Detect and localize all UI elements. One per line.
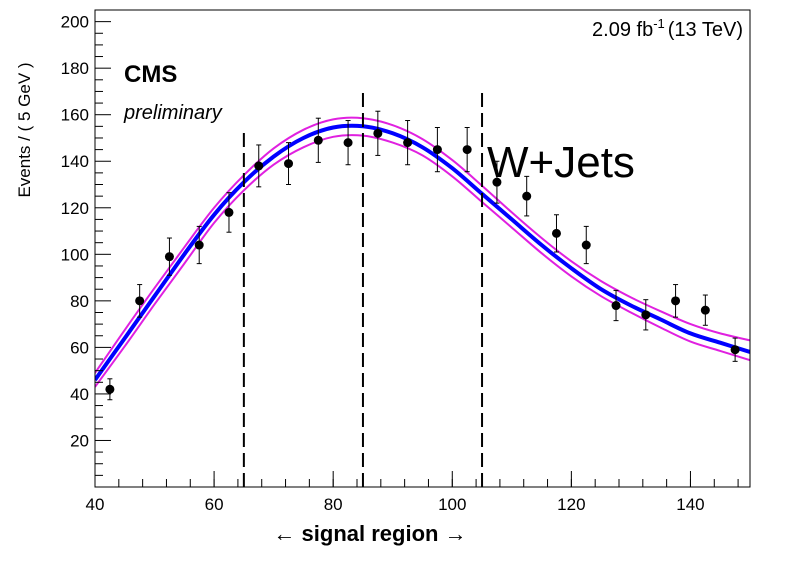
lumi-energy: (13 TeV) xyxy=(668,19,743,41)
data-marker xyxy=(343,138,353,148)
data-point xyxy=(373,110,383,156)
data-marker xyxy=(671,296,681,306)
fit-line xyxy=(95,123,750,382)
y-axis-label: Events / ( 5 GeV ) xyxy=(15,62,34,197)
data-marker xyxy=(224,207,234,217)
signal-region-boundaries xyxy=(242,88,484,487)
data-point xyxy=(343,120,353,166)
data-marker xyxy=(581,240,591,250)
data-point xyxy=(313,117,323,163)
data-point xyxy=(700,294,710,326)
fit-curve xyxy=(95,123,750,382)
data-point xyxy=(284,142,294,186)
data-point xyxy=(135,284,145,318)
x-tick-label: 80 xyxy=(324,495,343,514)
data-point xyxy=(492,160,502,204)
x-tick-label: 140 xyxy=(676,495,704,514)
x-tick-label: 120 xyxy=(557,495,585,514)
fit-uncertainty-band xyxy=(95,116,750,388)
data-marker xyxy=(135,296,145,306)
data-point xyxy=(432,127,442,173)
y-tick-label: 20 xyxy=(70,431,89,450)
x-axis-label: ← signal region → xyxy=(273,521,466,546)
data-point xyxy=(224,192,234,233)
lumi-value: 2.09 fb xyxy=(592,19,653,41)
band-upper-edge xyxy=(95,116,750,374)
data-marker xyxy=(462,145,472,155)
y-tick-label: 80 xyxy=(70,292,89,311)
data-point xyxy=(671,284,681,318)
y-tick-label: 140 xyxy=(61,152,89,171)
data-point xyxy=(730,337,740,362)
data-marker xyxy=(313,135,323,145)
data-marker xyxy=(730,345,740,355)
data-point xyxy=(194,225,204,265)
y-tick-label: 160 xyxy=(61,106,89,125)
data-marker xyxy=(522,191,532,201)
y-tick-label: 180 xyxy=(61,59,89,78)
y-tick-label: 60 xyxy=(70,338,89,357)
data-marker xyxy=(194,240,204,250)
data-point xyxy=(611,289,621,322)
x-tick-label: 60 xyxy=(205,495,224,514)
data-point xyxy=(641,299,651,331)
experiment-label: CMS xyxy=(124,61,177,88)
data-point xyxy=(581,225,591,265)
data-marker xyxy=(611,301,621,311)
lumi-exponent: -1 xyxy=(653,16,665,31)
data-point xyxy=(403,120,413,166)
data-points xyxy=(105,110,740,401)
data-point xyxy=(462,127,472,173)
y-tick-label: 40 xyxy=(70,385,89,404)
data-marker xyxy=(254,161,264,171)
data-marker xyxy=(551,228,561,238)
data-marker xyxy=(403,138,413,148)
x-tick-label: 100 xyxy=(438,495,466,514)
lumi-label: 2.09 fb-1 (13 TeV) xyxy=(592,16,743,41)
data-marker xyxy=(164,252,174,262)
x-tick-label: 40 xyxy=(86,495,105,514)
status-label: preliminary xyxy=(123,102,223,124)
y-tick-label: 100 xyxy=(61,245,89,264)
data-point xyxy=(551,214,561,253)
data-marker xyxy=(284,159,294,169)
data-point xyxy=(164,237,174,276)
data-marker xyxy=(373,128,383,138)
y-tick-label: 120 xyxy=(61,199,89,218)
data-point xyxy=(522,175,532,217)
data-marker xyxy=(492,177,502,187)
data-marker xyxy=(700,305,710,315)
data-point xyxy=(105,378,115,401)
data-marker xyxy=(641,310,651,320)
y-tick-label: 200 xyxy=(61,13,89,32)
data-marker xyxy=(432,145,442,155)
plot-frame xyxy=(94,9,751,488)
process-annotation: W+Jets xyxy=(487,138,635,187)
band-lower-edge xyxy=(95,134,750,388)
axes: 40 60 80 100 120 140 20 40 60 80 100 120 140 160 180 20… xyxy=(61,9,751,514)
data-point xyxy=(254,144,264,188)
data-marker xyxy=(105,384,115,394)
